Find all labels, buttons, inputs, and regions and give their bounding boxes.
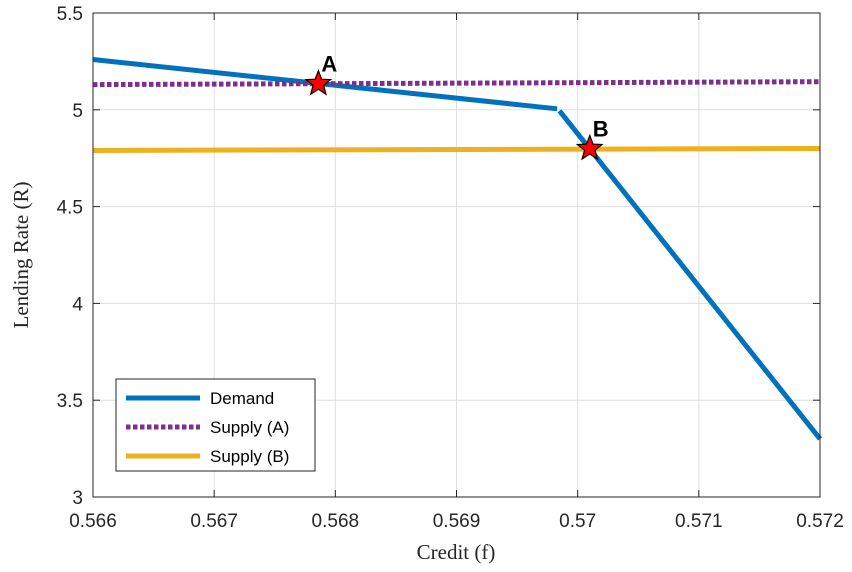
point-a-label: A — [321, 52, 337, 77]
ticks — [92, 12, 821, 498]
y-tick-label: 3 — [72, 488, 83, 509]
y-tick-label: 4 — [72, 294, 83, 315]
legend-label-supply-b: Supply (B) — [210, 447, 289, 466]
x-tick-label: 0.566 — [69, 511, 117, 532]
y-tick-label: 4.5 — [57, 198, 83, 219]
point-b-marker — [575, 133, 604, 161]
y-tick-label: 5.5 — [57, 4, 83, 25]
y-tick-label: 3.5 — [57, 391, 83, 412]
x-tick-label: 0.571 — [675, 511, 723, 532]
y-axis-label: Lending Rate (R) — [9, 182, 33, 329]
legend-label-supply-a: Supply (A) — [210, 418, 289, 437]
legend: Demand Supply (A) Supply (B) — [115, 378, 316, 472]
legend-label-demand: Demand — [210, 389, 274, 408]
x-axis-label: Credit (f) — [417, 540, 496, 564]
series-supply-b-line — [92, 146, 821, 153]
series-demand-line — [557, 109, 822, 441]
x-tick-label: 0.568 — [312, 511, 360, 532]
x-tick-label: 0.572 — [796, 511, 844, 532]
point-b-label: B — [593, 117, 609, 142]
tick-labels: 0.566 0.567 0.568 0.569 0.57 0.571 0.572 3 3.5 4 4… — [57, 4, 844, 532]
y-tick-label: 5 — [72, 101, 83, 122]
points-layer: AB — [304, 52, 609, 161]
point-a-marker — [304, 69, 333, 96]
x-tick-label: 0.57 — [559, 511, 596, 532]
series-supply-a-line — [92, 79, 821, 88]
x-tick-label: 0.569 — [433, 511, 481, 532]
x-tick-label: 0.567 — [190, 511, 238, 532]
